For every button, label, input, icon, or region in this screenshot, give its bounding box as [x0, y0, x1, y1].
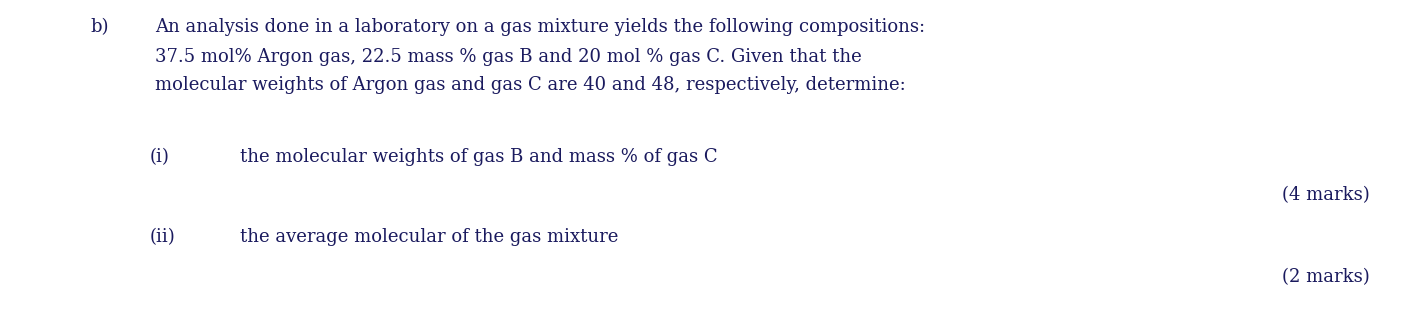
- Text: (ii): (ii): [150, 228, 175, 246]
- Text: An analysis done in a laboratory on a gas mixture yields the following compositi: An analysis done in a laboratory on a ga…: [155, 18, 926, 36]
- Text: (2 marks): (2 marks): [1282, 268, 1371, 286]
- Text: (i): (i): [150, 148, 170, 166]
- Text: (4 marks): (4 marks): [1282, 186, 1371, 204]
- Text: the molecular weights of gas B and mass % of gas C: the molecular weights of gas B and mass …: [240, 148, 718, 166]
- Text: molecular weights of Argon gas and gas C are 40 and 48, respectively, determine:: molecular weights of Argon gas and gas C…: [155, 76, 906, 94]
- Text: b): b): [90, 18, 109, 36]
- Text: the average molecular of the gas mixture: the average molecular of the gas mixture: [240, 228, 619, 246]
- Text: 37.5 mol% Argon gas, 22.5 mass % gas B and 20 mol % gas C. Given that the: 37.5 mol% Argon gas, 22.5 mass % gas B a…: [155, 48, 862, 66]
